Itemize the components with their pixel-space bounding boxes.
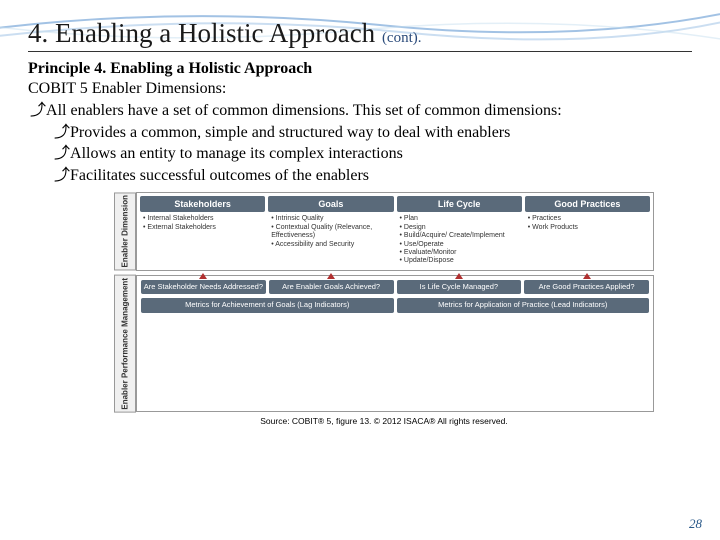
bullet-sub-3: ⤴Facilitates successful outcomes of the … bbox=[54, 165, 692, 187]
slide-content: 4. Enabling a Holistic Approach (cont). … bbox=[0, 0, 720, 426]
col-stakeholders: Stakeholders Internal Stakeholders Exter… bbox=[140, 196, 265, 266]
item: Practices bbox=[528, 215, 647, 223]
dimension-row-body: Stakeholders Internal Stakeholders Exter… bbox=[136, 192, 654, 270]
item: Build/Acquire/ Create/Implement bbox=[400, 232, 519, 240]
dimensions-subhead: COBIT 5 Enabler Dimensions: bbox=[28, 80, 692, 98]
col-header: Life Cycle bbox=[397, 196, 522, 212]
bullet-sub-2: ⤴Allows an entity to manage its complex … bbox=[54, 143, 692, 165]
performance-questions: Are Stakeholder Needs Addressed? Are Ena… bbox=[141, 280, 649, 295]
item: Intrinsic Quality bbox=[271, 215, 390, 223]
col-items: Intrinsic Quality Contextual Quality (Re… bbox=[268, 214, 393, 250]
bullet-sub-3-text: Facilitates successful outcomes of the e… bbox=[70, 167, 369, 184]
bullet-icon: ⤴ bbox=[54, 165, 70, 187]
performance-row: Enabler Performance Management Are Stake… bbox=[114, 275, 654, 413]
arrow-up-icon bbox=[199, 273, 207, 279]
col-goals: Goals Intrinsic Quality Contextual Quali… bbox=[268, 196, 393, 266]
slide-title: 4. Enabling a Holistic Approach (cont). bbox=[28, 18, 692, 52]
item: Design bbox=[400, 224, 519, 232]
item: External Stakeholders bbox=[143, 224, 262, 232]
bullet-sub-1-text: Provides a common, simple and structured… bbox=[70, 124, 510, 141]
bullet-sub-1: ⤴Provides a common, simple and structure… bbox=[54, 122, 692, 144]
arrow-up-icon bbox=[327, 273, 335, 279]
item: Plan bbox=[400, 215, 519, 223]
col-lifecycle: Life Cycle Plan Design Build/Acquire/ Cr… bbox=[397, 196, 522, 266]
arrow-up-icon bbox=[583, 273, 591, 279]
item: Work Products bbox=[528, 224, 647, 232]
item: Contextual Quality (Relevance, Effective… bbox=[271, 224, 390, 241]
perf-question: Are Good Practices Applied? bbox=[524, 280, 649, 295]
perf-question: Is Life Cycle Managed? bbox=[397, 280, 522, 295]
item: Use/Operate bbox=[400, 241, 519, 249]
item: Evaluate/Monitor bbox=[400, 249, 519, 257]
performance-row-body: Are Stakeholder Needs Addressed? Are Ena… bbox=[136, 275, 654, 413]
arrow-up-icon bbox=[455, 273, 463, 279]
principle-subtitle: Principle 4. Enabling a Holistic Approac… bbox=[28, 60, 692, 78]
item: Update/Dispose bbox=[400, 257, 519, 265]
perf-q-text: Are Good Practices Applied? bbox=[539, 282, 635, 291]
col-items: Internal Stakeholders External Stakehold… bbox=[140, 214, 265, 233]
col-header: Good Practices bbox=[525, 196, 650, 212]
col-header: Goals bbox=[268, 196, 393, 212]
item: Internal Stakeholders bbox=[143, 215, 262, 223]
dimension-row-label: Enabler Dimension bbox=[114, 192, 136, 270]
perf-question: Are Enabler Goals Achieved? bbox=[269, 280, 394, 295]
source-citation: Source: COBIT® 5, figure 13. © 2012 ISAC… bbox=[114, 416, 654, 426]
perf-question: Are Stakeholder Needs Addressed? bbox=[141, 280, 266, 295]
perf-q-text: Are Enabler Goals Achieved? bbox=[282, 282, 380, 291]
page-number: 28 bbox=[689, 516, 702, 532]
bullet-main-text: All enablers have a set of common dimens… bbox=[46, 102, 562, 119]
bullet-icon: ⤴ bbox=[30, 100, 46, 122]
bullet-icon: ⤴ bbox=[54, 122, 70, 144]
col-items: Plan Design Build/Acquire/ Create/Implem… bbox=[397, 214, 522, 266]
perf-metric: Metrics for Application of Practice (Lea… bbox=[397, 298, 650, 313]
bullet-main: ⤴All enablers have a set of common dimen… bbox=[30, 100, 692, 122]
col-practices: Good Practices Practices Work Products bbox=[525, 196, 650, 266]
bullet-icon: ⤴ bbox=[54, 143, 70, 165]
enabler-diagram: Enabler Dimension Stakeholders Internal … bbox=[114, 192, 654, 426]
perf-q-text: Is Life Cycle Managed? bbox=[420, 282, 498, 291]
item: Accessibility and Security bbox=[271, 241, 390, 249]
perf-q-text: Are Stakeholder Needs Addressed? bbox=[144, 282, 263, 291]
performance-metrics: Metrics for Achievement of Goals (Lag In… bbox=[141, 298, 649, 313]
perf-metric: Metrics for Achievement of Goals (Lag In… bbox=[141, 298, 394, 313]
dimension-row: Enabler Dimension Stakeholders Internal … bbox=[114, 192, 654, 270]
col-items: Practices Work Products bbox=[525, 214, 650, 233]
performance-row-label: Enabler Performance Management bbox=[114, 275, 136, 413]
bullet-sub-2-text: Allows an entity to manage its complex i… bbox=[70, 145, 403, 162]
title-continuation: (cont). bbox=[382, 30, 422, 46]
title-text: 4. Enabling a Holistic Approach bbox=[28, 18, 375, 48]
col-header: Stakeholders bbox=[140, 196, 265, 212]
